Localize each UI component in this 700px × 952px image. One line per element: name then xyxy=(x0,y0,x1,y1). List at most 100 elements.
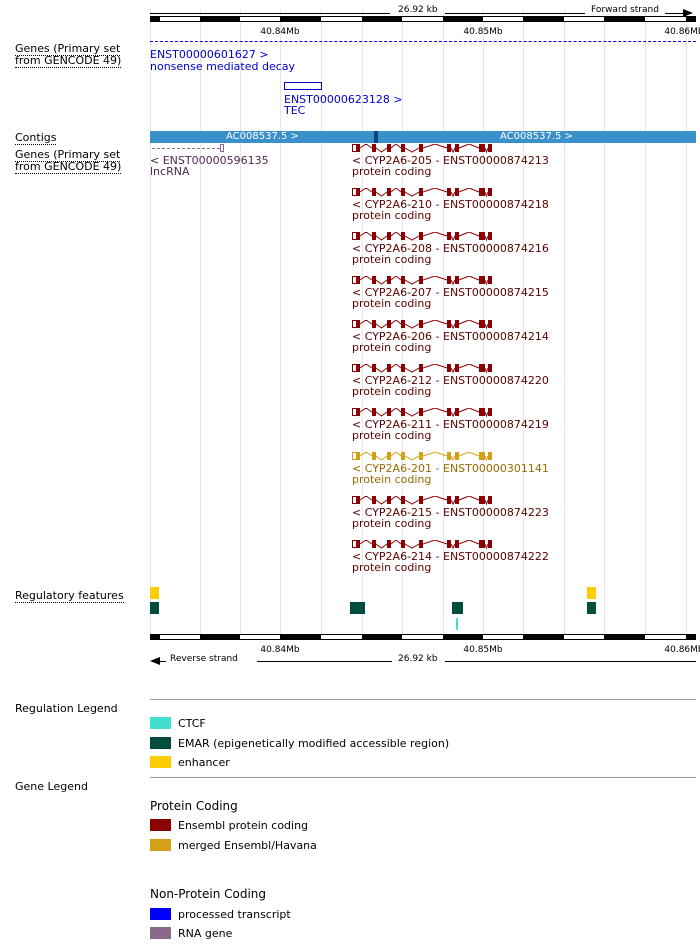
bottom-ruler-span: 26.92 kb xyxy=(398,654,438,664)
transcript-name[interactable]: < CYP2A6-211 - ENST00000874219 xyxy=(352,418,549,431)
transcript-name[interactable]: < CYP2A6-214 - ENST00000874222 xyxy=(352,550,549,563)
exon xyxy=(352,408,360,416)
emar-feature-1[interactable] xyxy=(150,602,159,614)
exon xyxy=(419,540,423,548)
transcript-biotype: protein coding xyxy=(352,253,432,266)
transcript-tec-id[interactable]: ENST00000623128 > xyxy=(284,93,403,106)
transcript-nmd-id[interactable]: ENST00000601627 > xyxy=(150,48,269,61)
exon xyxy=(401,452,405,460)
transcript-biotype: protein coding xyxy=(352,297,432,310)
lncrna-exon[interactable] xyxy=(220,144,224,152)
transcript-name[interactable]: < CYP2A6-206 - ENST00000874214 xyxy=(352,330,549,343)
exon xyxy=(387,364,391,372)
forward-strand-arrow xyxy=(665,13,687,14)
gridline xyxy=(321,10,322,638)
legend-heading-non-protein-coding: Non-Protein Coding xyxy=(150,887,267,901)
exon xyxy=(455,364,459,372)
ruler-segment xyxy=(443,17,483,21)
exon xyxy=(447,452,451,460)
forward-strand-arrowhead xyxy=(683,9,693,17)
emar-feature-2[interactable] xyxy=(350,602,365,614)
transcript-name[interactable]: < CYP2A6-205 - ENST00000874213 xyxy=(352,154,549,167)
regulation-legend-title: Regulation Legend xyxy=(15,702,118,715)
contig-label-left: AC008537.5 > xyxy=(226,131,299,142)
exon xyxy=(447,144,451,152)
exon xyxy=(488,452,492,460)
exon xyxy=(387,320,391,328)
track-label-genes-reverse[interactable]: Genes (Primary set from GENCODE 49) xyxy=(15,148,122,174)
forward-strand-label: Forward strand xyxy=(591,5,659,15)
exon xyxy=(419,188,423,196)
exon xyxy=(387,144,391,152)
exon xyxy=(455,496,459,504)
intron-lines xyxy=(359,144,489,154)
exon xyxy=(387,496,391,504)
transcript-biotype: protein coding xyxy=(352,473,432,486)
exon xyxy=(455,232,459,240)
enhancer-feature-1[interactable] xyxy=(150,587,159,599)
exon xyxy=(479,188,485,196)
exon xyxy=(447,320,451,328)
transcript-biotype: protein coding xyxy=(352,209,432,222)
transcript-biotype: protein coding xyxy=(352,341,432,354)
ruler-segment xyxy=(523,17,564,21)
gridline xyxy=(686,10,687,638)
track-label-genes-forward[interactable]: Genes (Primary set from GENCODE 49) xyxy=(15,42,122,68)
exon xyxy=(387,452,391,460)
legend-swatch-rna-gene xyxy=(150,927,171,939)
track-label-contigs[interactable]: Contigs xyxy=(15,131,57,145)
ctcf-feature-1[interactable] xyxy=(456,618,458,630)
legend-label-emar: EMAR (epigenetically modified accessible… xyxy=(178,737,450,750)
intron-lines xyxy=(359,276,489,286)
exon xyxy=(455,144,459,152)
exon xyxy=(401,320,405,328)
transcript-name[interactable]: < CYP2A6-208 - ENST00000874216 xyxy=(352,242,549,255)
exon xyxy=(488,540,492,548)
bottom-tick-label-40-85: 40.85Mb xyxy=(463,645,503,655)
transcript-name[interactable]: < CYP2A6-207 - ENST00000874215 xyxy=(352,286,549,299)
exon xyxy=(447,496,451,504)
top-ruler-span: 26.92 kb xyxy=(398,5,438,15)
contig-bar[interactable] xyxy=(150,131,696,143)
transcript-name[interactable]: < CYP2A6-201 - ENST00000301141 xyxy=(352,462,549,475)
exon xyxy=(372,320,376,328)
exon xyxy=(372,452,376,460)
enhancer-feature-2[interactable] xyxy=(587,587,596,599)
transcript-name[interactable]: < CYP2A6-215 - ENST00000874223 xyxy=(352,506,549,519)
exon xyxy=(488,144,492,152)
ruler-segment xyxy=(686,17,696,21)
lncrna-line[interactable] xyxy=(152,148,220,149)
transcript-nmd-line[interactable] xyxy=(150,41,696,42)
gridline xyxy=(443,10,444,638)
transcript-name[interactable]: < CYP2A6-212 - ENST00000874220 xyxy=(352,374,549,387)
transcript-biotype: protein coding xyxy=(352,429,432,442)
exon xyxy=(479,364,485,372)
top-ruler-span-line-right xyxy=(445,13,585,14)
bottom-tick-label-40-84: 40.84Mb xyxy=(260,645,300,655)
bottom-ruler-span-line xyxy=(257,661,392,662)
gridline xyxy=(523,10,524,638)
exon xyxy=(419,232,423,240)
transcript-nmd-biotype: nonsense mediated decay xyxy=(150,60,296,73)
exon xyxy=(447,364,451,372)
exon xyxy=(387,276,391,284)
exon xyxy=(488,320,492,328)
contig-label-right: AC008537.5 > xyxy=(500,131,573,142)
exon xyxy=(352,144,360,152)
transcript-tec-box[interactable] xyxy=(284,82,322,90)
exon xyxy=(372,408,376,416)
exon xyxy=(455,188,459,196)
exon xyxy=(401,144,405,152)
ruler-segment xyxy=(280,635,321,639)
legend-label-rna-gene: RNA gene xyxy=(178,927,233,940)
ruler-segment xyxy=(523,635,564,639)
exon xyxy=(479,452,485,460)
emar-feature-3[interactable] xyxy=(452,602,463,614)
exon xyxy=(372,364,376,372)
exon xyxy=(455,276,459,284)
lncrna-id[interactable]: < ENST00000596135 xyxy=(150,154,269,167)
emar-feature-4[interactable] xyxy=(587,602,596,614)
track-label-regulatory[interactable]: Regulatory features xyxy=(15,589,124,603)
legend-swatch-enhancer xyxy=(150,756,171,768)
transcript-name[interactable]: < CYP2A6-210 - ENST00000874218 xyxy=(352,198,549,211)
